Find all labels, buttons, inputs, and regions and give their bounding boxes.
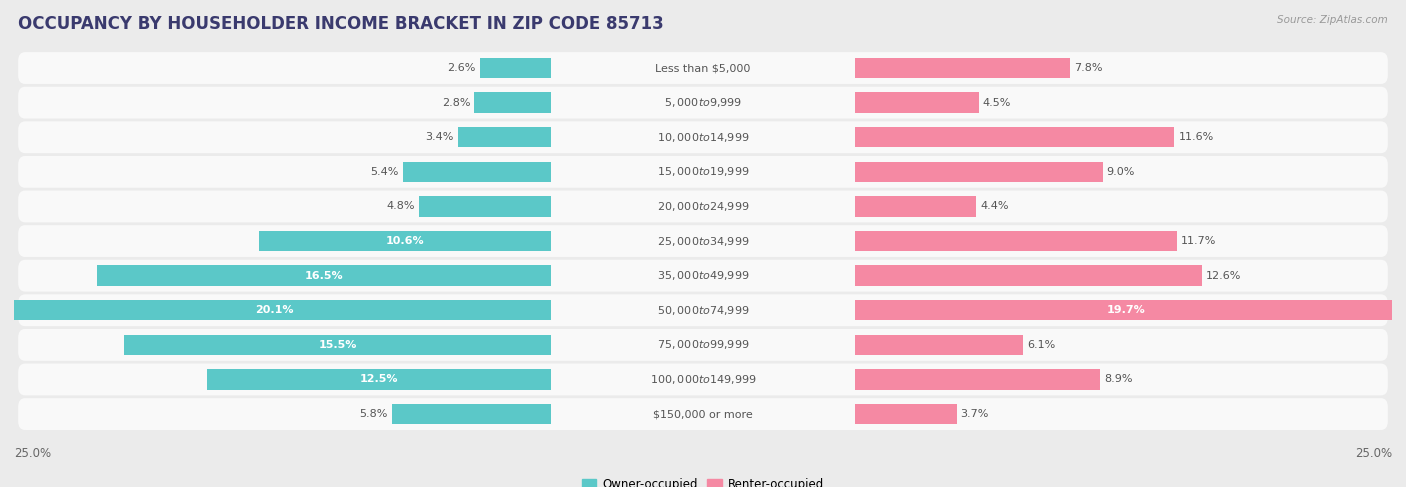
Text: OCCUPANCY BY HOUSEHOLDER INCOME BRACKET IN ZIP CODE 85713: OCCUPANCY BY HOUSEHOLDER INCOME BRACKET … [18, 15, 664, 33]
Text: $25,000 to $34,999: $25,000 to $34,999 [657, 235, 749, 247]
Text: 4.4%: 4.4% [980, 202, 1008, 211]
Text: 4.8%: 4.8% [387, 202, 415, 211]
FancyBboxPatch shape [18, 225, 1388, 257]
Text: $150,000 or more: $150,000 or more [654, 409, 752, 419]
Bar [458, 127, 551, 148]
Text: $15,000 to $19,999: $15,000 to $19,999 [657, 166, 749, 178]
Bar [97, 265, 551, 286]
Text: 12.6%: 12.6% [1206, 271, 1241, 281]
FancyBboxPatch shape [18, 398, 1388, 430]
Bar [479, 58, 551, 78]
Bar [855, 265, 1202, 286]
Text: $75,000 to $99,999: $75,000 to $99,999 [657, 338, 749, 352]
Bar [0, 300, 551, 320]
Bar [855, 162, 1102, 182]
Text: 11.7%: 11.7% [1181, 236, 1216, 246]
Bar [855, 300, 1398, 320]
FancyBboxPatch shape [18, 329, 1388, 361]
Text: $20,000 to $24,999: $20,000 to $24,999 [657, 200, 749, 213]
Bar [855, 335, 1022, 355]
Text: Source: ZipAtlas.com: Source: ZipAtlas.com [1277, 15, 1388, 25]
Text: 20.1%: 20.1% [256, 305, 294, 315]
Bar [855, 196, 976, 217]
Text: 2.6%: 2.6% [447, 63, 475, 73]
Text: 5.4%: 5.4% [370, 167, 398, 177]
Text: $10,000 to $14,999: $10,000 to $14,999 [657, 131, 749, 144]
Text: 5.8%: 5.8% [359, 409, 388, 419]
FancyBboxPatch shape [18, 260, 1388, 292]
Text: 6.1%: 6.1% [1026, 340, 1054, 350]
Text: 16.5%: 16.5% [305, 271, 343, 281]
Bar [474, 93, 551, 113]
FancyBboxPatch shape [18, 156, 1388, 188]
Text: 15.5%: 15.5% [319, 340, 357, 350]
Text: 3.7%: 3.7% [960, 409, 988, 419]
Legend: Owner-occupied, Renter-occupied: Owner-occupied, Renter-occupied [578, 473, 828, 487]
Bar [259, 231, 551, 251]
Text: 3.4%: 3.4% [425, 132, 454, 142]
Text: $35,000 to $49,999: $35,000 to $49,999 [657, 269, 749, 282]
FancyBboxPatch shape [18, 87, 1388, 118]
FancyBboxPatch shape [18, 52, 1388, 84]
Text: 25.0%: 25.0% [14, 447, 51, 460]
Bar [124, 335, 551, 355]
FancyBboxPatch shape [18, 294, 1388, 326]
FancyBboxPatch shape [18, 364, 1388, 395]
FancyBboxPatch shape [18, 190, 1388, 223]
Bar [392, 404, 551, 424]
Bar [855, 404, 956, 424]
Bar [207, 369, 551, 390]
Text: $50,000 to $74,999: $50,000 to $74,999 [657, 304, 749, 317]
Bar [855, 93, 979, 113]
Text: $100,000 to $149,999: $100,000 to $149,999 [650, 373, 756, 386]
Text: 11.6%: 11.6% [1178, 132, 1213, 142]
FancyBboxPatch shape [18, 121, 1388, 153]
Bar [419, 196, 551, 217]
Bar [855, 127, 1174, 148]
Text: 7.8%: 7.8% [1074, 63, 1102, 73]
Bar [855, 58, 1070, 78]
Text: 10.6%: 10.6% [387, 236, 425, 246]
Text: Less than $5,000: Less than $5,000 [655, 63, 751, 73]
Text: 8.9%: 8.9% [1104, 375, 1132, 384]
Text: 4.5%: 4.5% [983, 98, 1011, 108]
Text: 9.0%: 9.0% [1107, 167, 1135, 177]
Text: 25.0%: 25.0% [1355, 447, 1392, 460]
Bar [855, 231, 1177, 251]
Bar [855, 369, 1099, 390]
Text: 12.5%: 12.5% [360, 375, 398, 384]
Text: 19.7%: 19.7% [1107, 305, 1146, 315]
Text: $5,000 to $9,999: $5,000 to $9,999 [664, 96, 742, 109]
Text: 2.8%: 2.8% [441, 98, 470, 108]
Bar [402, 162, 551, 182]
